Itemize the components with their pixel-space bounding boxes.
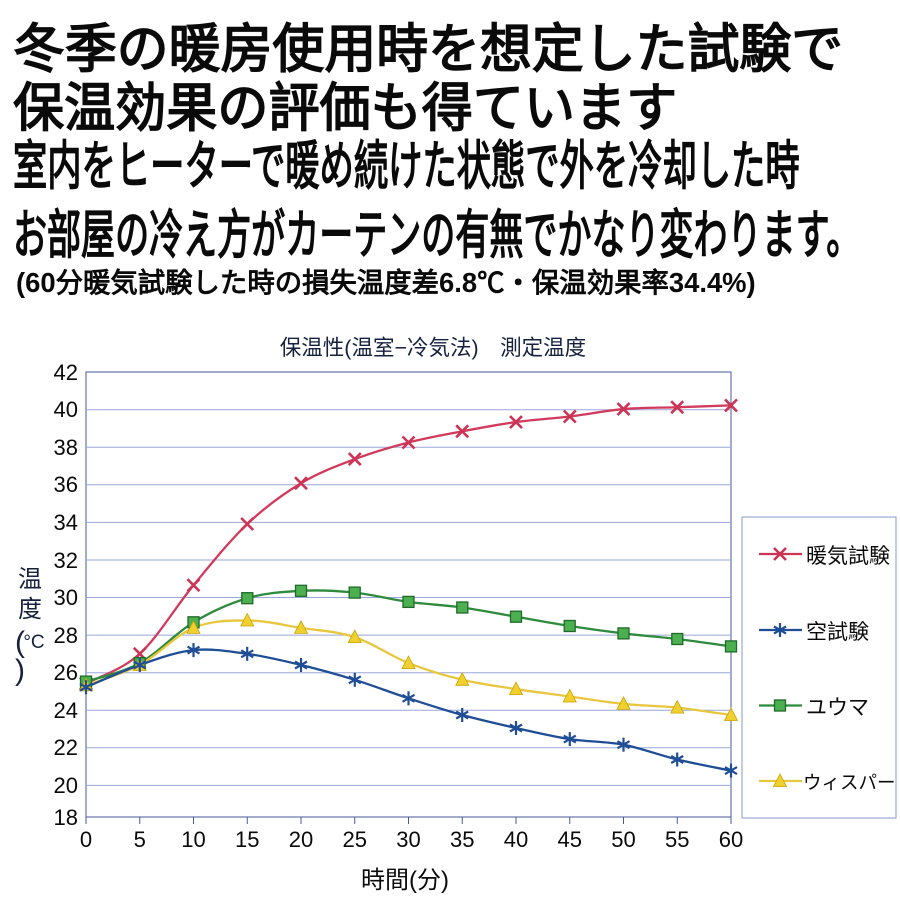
svg-text:30: 30 [54,585,78,610]
svg-text:5: 5 [134,827,146,852]
svg-text:25: 25 [343,827,367,852]
svg-text:20: 20 [54,773,78,798]
svg-text:42: 42 [54,360,78,385]
svg-text:36: 36 [54,472,78,497]
svg-text:50: 50 [611,827,635,852]
svg-text:時間(分): 時間(分) [361,867,449,894]
svg-text:10: 10 [181,827,205,852]
svg-text:15: 15 [235,827,259,852]
svg-text:度: 度 [18,596,42,623]
svg-text:18: 18 [54,805,78,830]
svg-text:24: 24 [54,698,78,723]
svg-text:暖気試験: 暖気試験 [806,545,890,568]
svg-text:35: 35 [450,827,474,852]
svg-text:30: 30 [396,827,420,852]
svg-text:°C: °C [23,632,44,653]
svg-text:ウィスパー: ウィスパー [803,772,896,793]
svg-text:45: 45 [558,827,582,852]
svg-text:温: 温 [18,566,42,593]
svg-text:34: 34 [54,510,78,535]
svg-text:28: 28 [54,623,78,648]
svg-text:40: 40 [54,397,78,422]
svg-text:22: 22 [54,735,78,760]
svg-text:保温性(温室−冷気法) 測定温度: 保温性(温室−冷気法) 測定温度 [280,336,586,360]
svg-text:38: 38 [54,435,78,460]
svg-text:): ) [15,654,25,687]
svg-text:空試験: 空試験 [806,621,869,644]
svg-text:26: 26 [54,660,78,685]
svg-text:ユウマ: ユウマ [806,697,869,720]
svg-text:60: 60 [719,827,743,852]
svg-text:0: 0 [80,827,92,852]
svg-text:20: 20 [289,827,313,852]
svg-text:32: 32 [54,548,78,573]
svg-text:40: 40 [504,827,528,852]
svg-text:55: 55 [665,827,689,852]
